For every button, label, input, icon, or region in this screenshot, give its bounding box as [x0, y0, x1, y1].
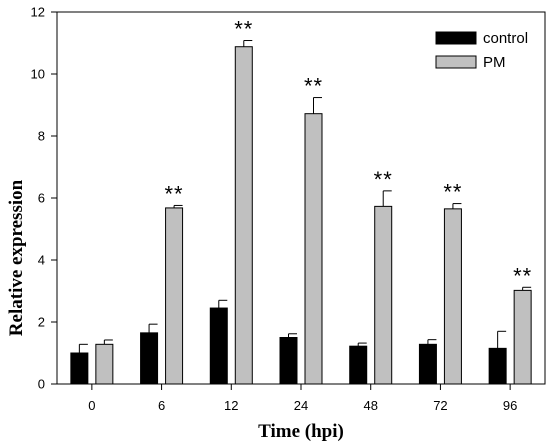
- legend-swatch-pm: [435, 55, 477, 69]
- y-tick-label: 2: [38, 315, 45, 330]
- x-tick-label: 6: [158, 398, 165, 413]
- bar-control: [349, 345, 368, 385]
- bar-control: [418, 343, 437, 385]
- significance-marker: **: [443, 180, 462, 205]
- y-tick-label: 6: [38, 191, 45, 206]
- x-tick-label: 72: [433, 398, 447, 413]
- significance-marker: **: [234, 17, 253, 42]
- bar-pm: [374, 205, 393, 385]
- y-tick-label: 10: [31, 67, 45, 82]
- x-tick-label: 0: [88, 398, 95, 413]
- legend: control PM: [435, 30, 528, 71]
- significance-marker: **: [513, 263, 532, 288]
- bar-pm: [234, 46, 253, 385]
- legend-label-pm: PM: [483, 54, 506, 71]
- bar-control: [209, 307, 228, 385]
- bar-pm: [304, 113, 323, 385]
- bar-control: [70, 352, 89, 385]
- legend-swatch-control: [435, 31, 477, 45]
- x-tick-label: 24: [294, 398, 308, 413]
- x-tick-label: 96: [503, 398, 517, 413]
- bar-control: [279, 337, 298, 385]
- bar-control: [488, 347, 507, 385]
- x-tick-label: 12: [224, 398, 238, 413]
- x-axis-title: Time (hpi): [258, 421, 344, 442]
- bar-pm: [165, 207, 184, 385]
- significance-marker: **: [374, 167, 393, 192]
- significance-marker: **: [304, 74, 323, 99]
- significance-marker: **: [165, 181, 184, 206]
- y-tick-label: 4: [38, 253, 45, 268]
- y-tick-label: 0: [38, 377, 45, 392]
- y-axis-title: Relative expression: [6, 179, 27, 336]
- y-tick-label: 12: [31, 5, 45, 20]
- bar-pm: [95, 343, 114, 385]
- x-tick-label: 48: [363, 398, 377, 413]
- bar-control: [140, 332, 159, 385]
- legend-label-control: control: [483, 30, 528, 47]
- bar-pm: [443, 208, 462, 385]
- y-tick-label: 8: [38, 129, 45, 144]
- bar-pm: [513, 289, 532, 385]
